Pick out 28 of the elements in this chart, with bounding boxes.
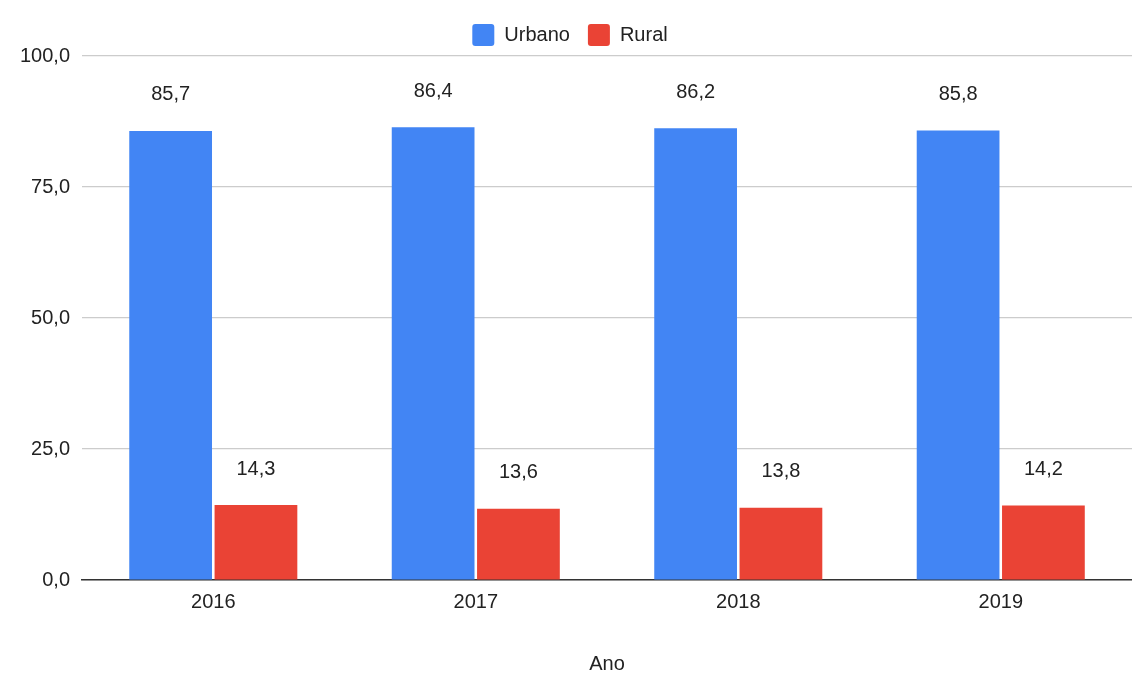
- x-axis-title: Ano: [589, 651, 625, 674]
- data-label: 86,2: [676, 79, 716, 102]
- bar: [654, 128, 737, 580]
- bar: [391, 127, 475, 580]
- data-label: 14,2: [1023, 457, 1063, 480]
- x-tick-label: 2016: [191, 589, 236, 612]
- data-label: 13,8: [761, 459, 801, 482]
- y-tick-label: 0,0: [42, 567, 71, 590]
- bar: [1002, 505, 1085, 580]
- legend-label: Urbano: [504, 22, 570, 45]
- x-tick-label: 2017: [453, 589, 499, 612]
- data-label: 85,7: [151, 82, 191, 105]
- data-label: 86,4: [413, 78, 453, 101]
- bar: [916, 130, 1000, 580]
- y-tick-label: 25,0: [31, 436, 71, 459]
- data-label: 14,3: [236, 456, 276, 479]
- data-label: 13,6: [498, 460, 538, 483]
- bar: [477, 508, 560, 580]
- bar: [214, 505, 298, 580]
- legend-label: Rural: [619, 22, 668, 45]
- y-tick-label: 50,0: [31, 305, 71, 328]
- bar: [129, 130, 213, 580]
- bar: [739, 507, 823, 580]
- x-tick-label: 2019: [978, 589, 1024, 612]
- data-label: 85,8: [938, 81, 978, 104]
- y-tick-label: 75,0: [31, 174, 71, 197]
- y-tick-label: 100,0: [19, 43, 71, 66]
- x-tick-label: 2018: [716, 589, 761, 612]
